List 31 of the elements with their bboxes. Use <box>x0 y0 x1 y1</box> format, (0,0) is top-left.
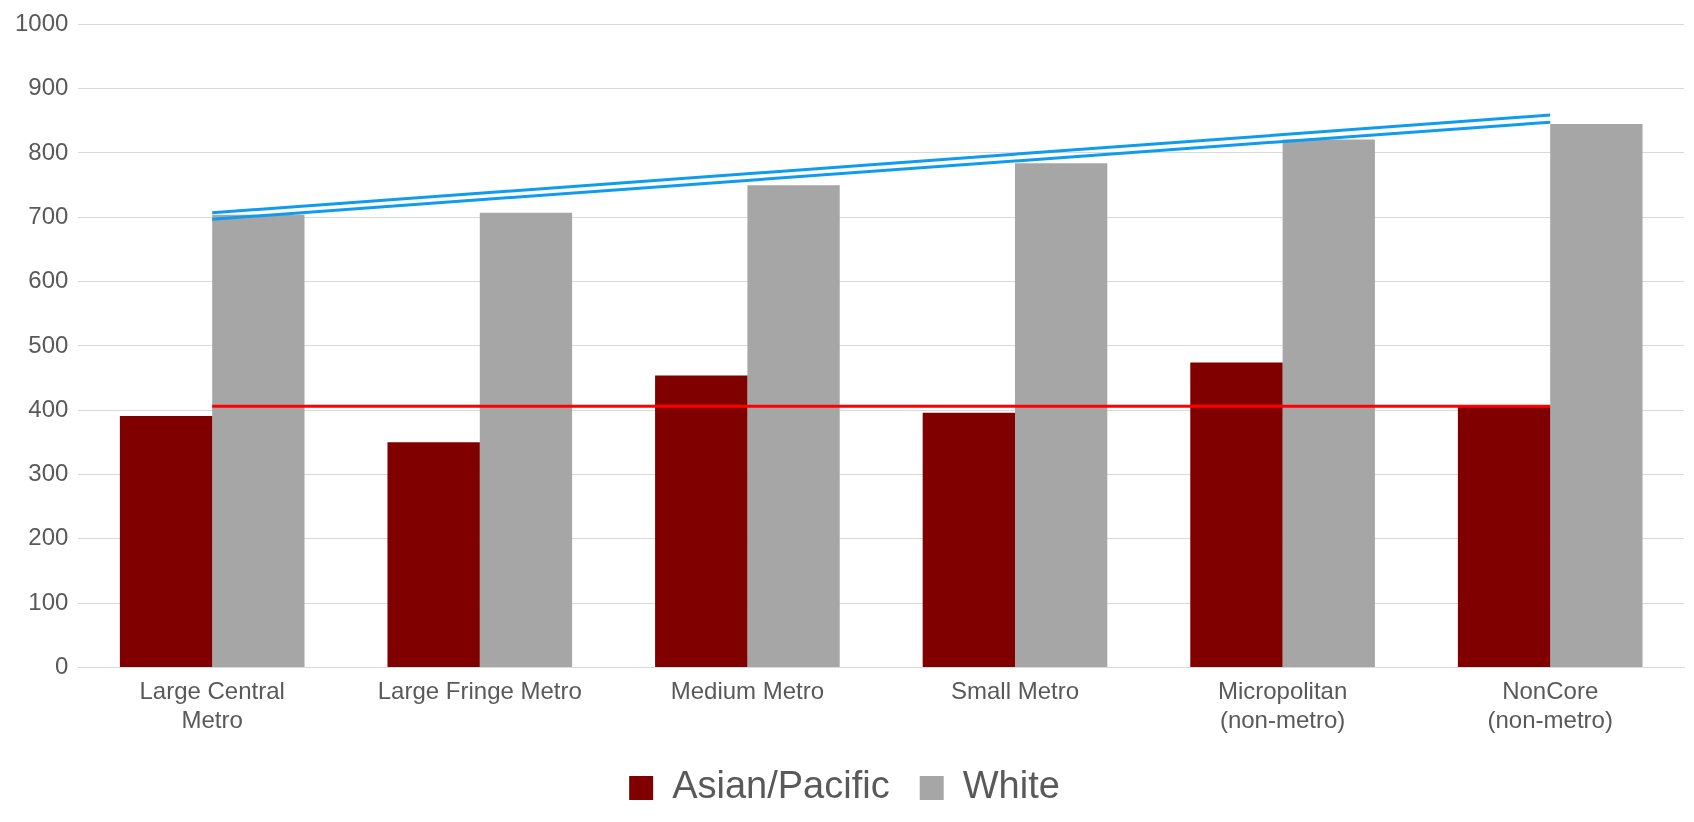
y-tick-label: 300 <box>28 459 69 487</box>
x-tick-label: Large Fringe Metro <box>377 677 582 705</box>
bar <box>1282 139 1375 667</box>
y-tick-label: 100 <box>28 587 69 615</box>
y-tick-label: 1000 <box>15 9 69 37</box>
bar <box>1015 163 1108 667</box>
x-tick-label: Micropolitan (non-metro) <box>1217 677 1348 734</box>
bar <box>1457 406 1551 667</box>
x-tick-label: NonCore (non-metro) <box>1487 677 1613 734</box>
bar <box>387 442 480 667</box>
bar <box>1190 362 1283 667</box>
y-tick-label: 700 <box>28 201 69 229</box>
bar <box>479 212 573 667</box>
y-tick-label: 400 <box>28 394 69 422</box>
bar <box>922 412 1015 667</box>
y-tick-label: 200 <box>28 523 69 551</box>
y-tick-label: 0 <box>55 652 69 680</box>
bar <box>212 214 305 667</box>
y-tick-label: 500 <box>28 330 69 358</box>
x-tick-label: Large Central Metro <box>139 677 285 734</box>
bar <box>1550 124 1643 667</box>
x-tick-label: Medium Metro <box>670 677 825 705</box>
y-tick-label: 800 <box>28 137 69 165</box>
legend-label: White <box>962 764 1060 807</box>
legend-label: Asian/Pacific <box>672 764 890 807</box>
bar <box>119 415 213 667</box>
bar <box>747 185 840 667</box>
y-tick-label: 600 <box>28 266 69 294</box>
y-tick-label: 900 <box>28 73 69 101</box>
x-tick-label: Small Metro <box>950 677 1080 705</box>
bar <box>655 375 748 667</box>
